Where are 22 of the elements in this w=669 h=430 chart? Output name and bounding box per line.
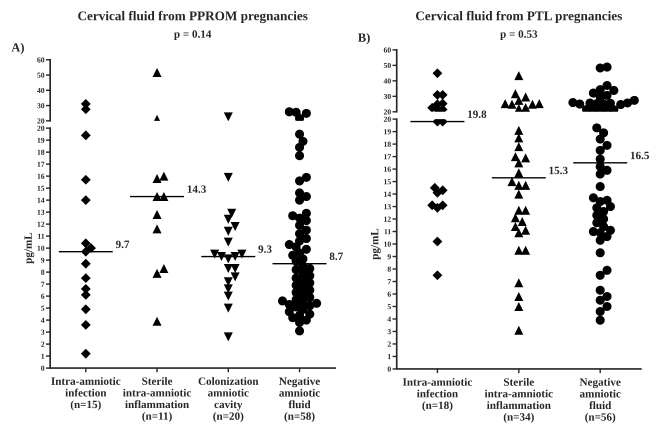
text: p = 0.14 [174, 30, 212, 40]
x-tick-label: Sterile intra-amniotic inflammation (n=11) [123, 377, 192, 422]
text: p = 0.53 [500, 30, 538, 40]
text: A) [11, 42, 24, 54]
y-axis-title: pg/mL [24, 232, 34, 264]
x-tick-label: Intra-amniotic infection (n=18) [402, 378, 472, 412]
x-tick-label: Negative amniotic fluid (n=58) [279, 377, 320, 422]
annotation: 19.8 [468, 110, 486, 118]
x-tick-label: Negative amniotic fluid (n=56) [580, 378, 621, 423]
annotation: 16.5 [630, 152, 650, 160]
y-axis-title: pg/mL [370, 228, 381, 260]
annotation: 8.7 [330, 252, 343, 260]
chart-title: Cervical fluid from PPROM pregnancies [78, 10, 308, 24]
annotation: 9.7 [116, 240, 130, 248]
annotation: 15.3 [549, 166, 568, 174]
x-tick-label: Sterile intra-amniotic inflammation (n=34) [484, 378, 553, 423]
x-tick-label: Intra-amniotic infection (n=15) [51, 377, 120, 410]
chart-title: Cervical fluid from PTL pregnancies [416, 10, 622, 24]
annotation: 14.3 [188, 185, 206, 193]
annotation: 9.3 [258, 245, 272, 253]
text: B) [358, 32, 370, 44]
x-tick-label: Colonization amniotic cavity (n=20) [198, 377, 258, 422]
